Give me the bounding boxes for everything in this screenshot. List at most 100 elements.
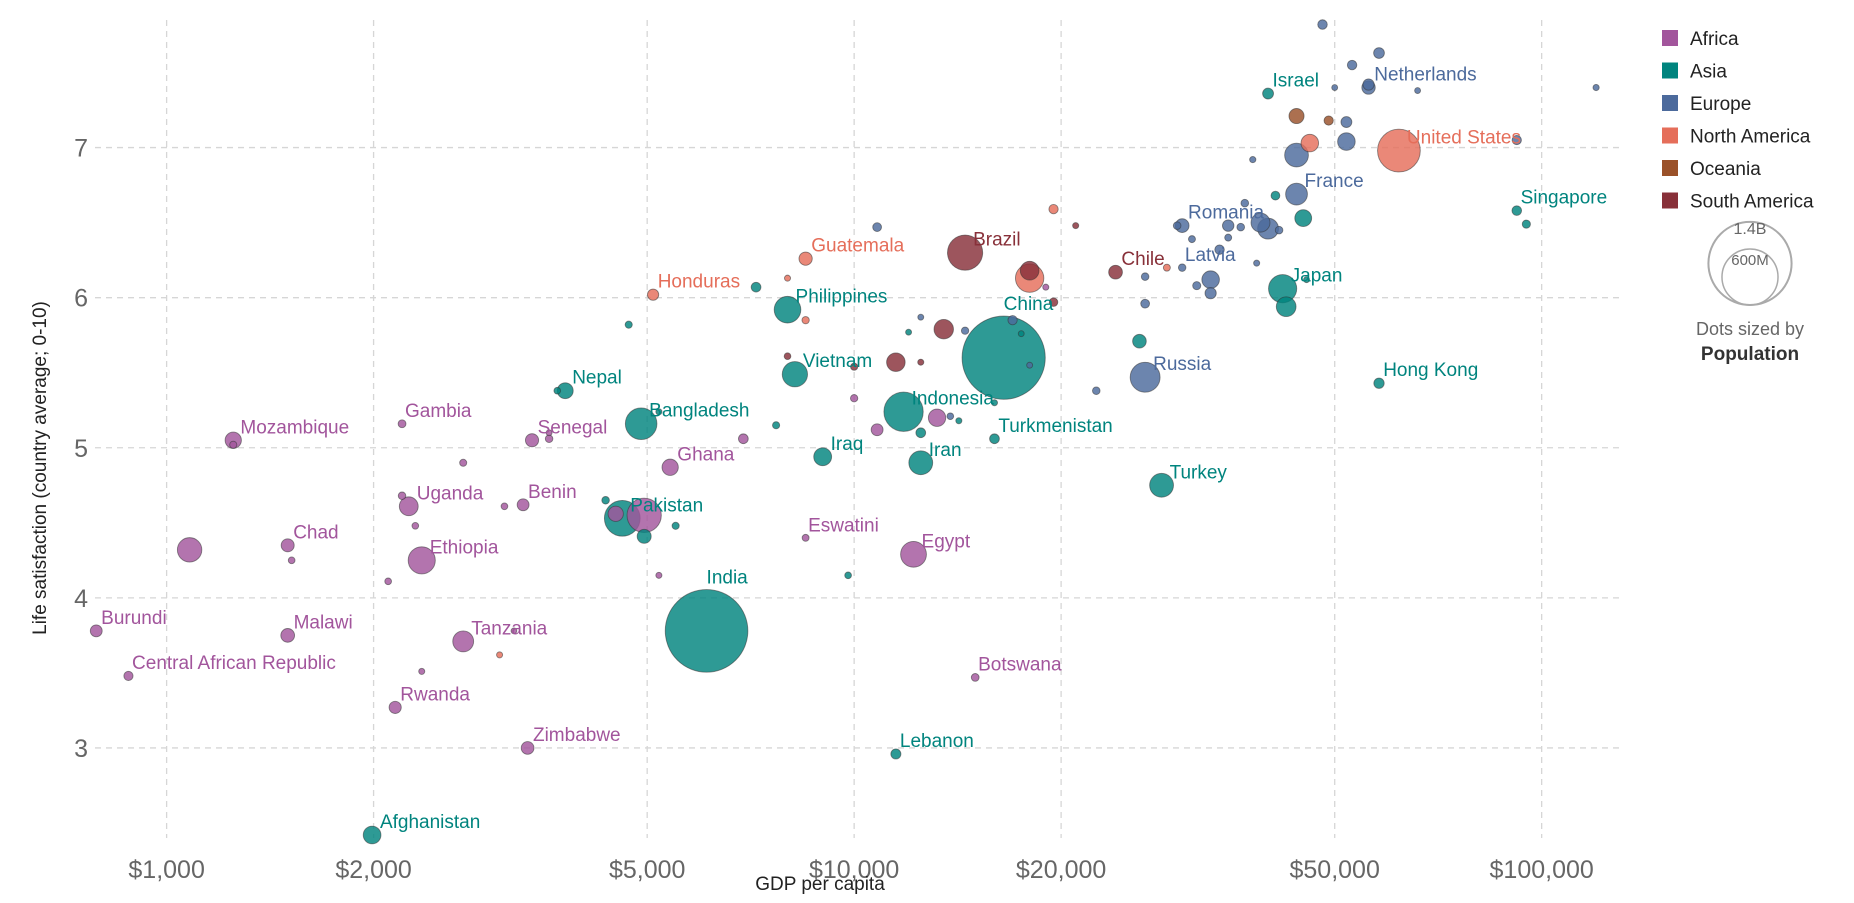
point-chad	[280, 538, 295, 553]
data-point	[1192, 281, 1202, 291]
data-point	[872, 222, 882, 232]
label-ethiopia: Ethiopia	[430, 537, 499, 558]
point-egypt	[900, 540, 927, 568]
label-vietnam: Vietnam	[803, 351, 872, 372]
data-point	[1026, 361, 1034, 369]
legend: Africa Asia Europe North America Oceania Sout…	[1662, 29, 1814, 213]
point-china	[961, 315, 1046, 400]
x-tick-label: $5,000	[609, 856, 685, 884]
label-egypt: Egypt	[922, 531, 971, 552]
data-point	[636, 528, 652, 544]
data-point	[1092, 386, 1101, 395]
label-senegal: Senegal	[538, 417, 608, 438]
label-pakistan: Pakistan	[630, 495, 703, 516]
label-philippines: Philippines	[796, 287, 888, 308]
data-point	[1303, 276, 1310, 284]
data-point	[607, 505, 624, 522]
data-point	[1592, 83, 1600, 92]
legend-swatch-south-america	[1662, 192, 1678, 209]
label-indonesia: Indonesia	[912, 389, 995, 410]
data-point	[1240, 198, 1250, 208]
point-lebanon	[890, 748, 902, 760]
point-malawi	[280, 628, 296, 643]
legend-label-europe[interactable]: Europe	[1690, 94, 1751, 115]
data-point	[1042, 283, 1050, 291]
data-point	[229, 440, 238, 449]
data-point	[946, 412, 955, 421]
label-botswana: Botswana	[978, 655, 1062, 676]
data-point	[850, 394, 859, 403]
tick-labels: $1,000 $2,000 $5,000 $10,000 $20,000 $50,000 $…	[74, 135, 1594, 884]
legend-swatch-north-america	[1662, 127, 1678, 144]
data-point	[1284, 142, 1309, 168]
legend-label-north-america[interactable]: North America	[1690, 127, 1811, 148]
point-eswatini	[801, 533, 810, 542]
data-point	[418, 667, 426, 675]
data-point	[1249, 156, 1257, 164]
data-point	[1317, 19, 1328, 30]
legend-swatch-oceania	[1662, 160, 1678, 176]
data-point	[990, 399, 998, 407]
label-nepal: Nepal	[572, 368, 622, 389]
label-mozambique: Mozambique	[240, 417, 349, 438]
point-senegal	[524, 433, 540, 448]
data-point	[1373, 47, 1385, 59]
y-tick-label: 7	[74, 135, 88, 163]
point-chile	[1108, 264, 1123, 280]
point-central-african-republic	[123, 670, 134, 681]
label-ghana: Ghana	[677, 444, 734, 465]
label-burundi: Burundi	[101, 608, 167, 629]
point-rwanda	[388, 700, 402, 714]
data-point	[287, 556, 296, 565]
data-point	[784, 274, 792, 282]
data-point	[1288, 108, 1305, 125]
legend-label-oceania[interactable]: Oceania	[1690, 159, 1761, 180]
point-vietnam	[781, 361, 808, 388]
data-point	[459, 458, 468, 467]
point-latvia	[1177, 263, 1187, 272]
data-point	[1521, 219, 1531, 229]
data-point	[384, 577, 392, 586]
data-point	[927, 408, 947, 427]
size-legend-circle-small	[1721, 248, 1779, 306]
point-turkey	[1149, 472, 1174, 498]
point-burundi	[89, 624, 103, 638]
size-legend-small-label: 600M	[1731, 252, 1769, 269]
point-ghana	[661, 458, 679, 476]
label-latvia: Latvia	[1185, 245, 1236, 266]
data-point	[1300, 133, 1320, 153]
label-brazil: Brazil	[973, 230, 1021, 251]
data-point	[1250, 212, 1271, 233]
label-zimbabwe: Zimbabwe	[533, 725, 621, 746]
data-point	[671, 521, 680, 530]
label-afghanistan: Afghanistan	[380, 812, 480, 833]
label-malawi: Malawi	[294, 612, 353, 633]
data-point	[1337, 132, 1356, 151]
data-point	[1274, 225, 1284, 235]
legend-label-south-america[interactable]: South America	[1690, 192, 1814, 213]
data-point	[1362, 78, 1375, 91]
data-point	[176, 537, 203, 563]
data-point	[411, 522, 420, 530]
label-hong-kong: Hong Kong	[1383, 360, 1478, 381]
point-zimbabwe	[520, 741, 535, 755]
data-point	[850, 362, 859, 371]
data-point	[1323, 115, 1334, 126]
point-labels: Netherlands Israel United States France Sing…	[101, 65, 1607, 833]
data-point	[1253, 259, 1261, 267]
data-point	[510, 627, 518, 635]
label-romania: Romania	[1188, 203, 1264, 224]
label-netherlands: Netherlands	[1374, 65, 1476, 86]
label-china: China	[1004, 294, 1054, 315]
point-gambia	[397, 419, 407, 429]
data-point	[500, 502, 509, 511]
label-chile: Chile	[1121, 249, 1164, 270]
y-tick-label: 4	[74, 585, 88, 613]
label-india: India	[707, 568, 749, 589]
label-iran: Iran	[929, 440, 962, 461]
data-point	[1172, 221, 1182, 230]
data-point	[870, 423, 884, 437]
data-point	[1294, 209, 1313, 227]
legend-label-asia[interactable]: Asia	[1690, 62, 1727, 83]
legend-label-africa[interactable]: Africa	[1690, 29, 1739, 50]
